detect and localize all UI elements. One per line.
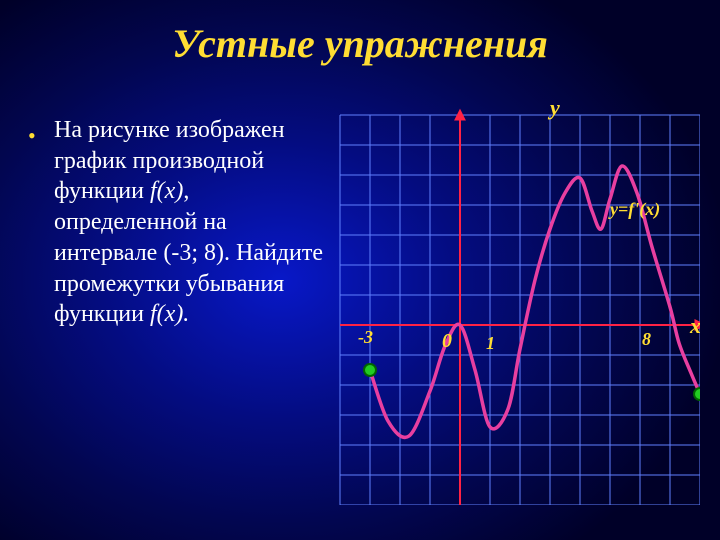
svg-text:-3: -3: [358, 327, 373, 347]
derivative-chart: y x 0 1 -3 8 y=f'(x): [320, 85, 700, 505]
svg-text:x: x: [689, 313, 700, 338]
svg-text:y=f'(x): y=f'(x): [608, 199, 660, 220]
svg-text:1: 1: [486, 333, 495, 353]
bullet-icon: •: [28, 123, 36, 149]
problem-text: На рисунке изображен график производной …: [54, 115, 326, 330]
svg-text:8: 8: [642, 329, 651, 349]
pt-fx1: f(x): [150, 178, 183, 204]
svg-text:0: 0: [442, 330, 452, 352]
slide-title: Устные упражнения: [0, 20, 720, 67]
pt-fx2: f(x).: [150, 301, 189, 327]
svg-text:y: y: [547, 95, 560, 120]
